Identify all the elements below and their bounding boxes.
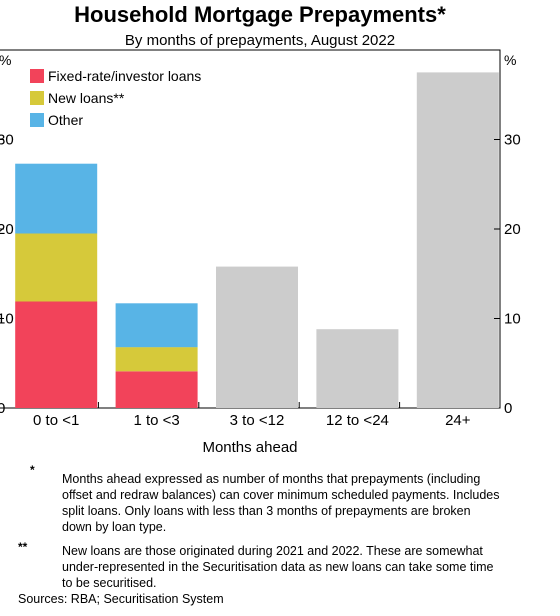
note-marker-2: ** xyxy=(18,540,28,554)
note-marker-1: * xyxy=(30,463,35,477)
bar-1-series-2 xyxy=(15,233,98,302)
y-tick-label-left-10: 10 xyxy=(0,311,14,328)
chart-canvas: Household Mortgage Prepayments* By month… xyxy=(0,2,521,456)
chart-title: Household Mortgage Prepayments* xyxy=(74,2,446,27)
bar-5-series-4 xyxy=(416,72,499,409)
y-tick-label-right-30: 30 xyxy=(504,132,521,149)
bars-layer: 0 to <1 1 to <3 3 to <12 12 to <24 24+ xyxy=(15,72,499,429)
y-axis-unit-right: % xyxy=(504,52,516,68)
y-tick-label-left-20: 20 xyxy=(0,221,14,238)
x-tick-label-5: 24+ xyxy=(445,412,471,429)
bar-3-series-4 xyxy=(216,266,298,408)
y-tick-label-left-30: 30 xyxy=(0,132,14,149)
note-text-1: Months ahead expressed as number of mont… xyxy=(62,472,500,534)
legend-label-1: Fixed-rate/investor loans xyxy=(48,68,201,84)
ticks-layer: 0 0 10 10 20 20 30 30 xyxy=(0,132,521,417)
x-axis-label: Months ahead xyxy=(202,439,297,456)
legend-swatch-2 xyxy=(30,91,44,105)
source-note: Sources: RBA; Securitisation System xyxy=(18,592,224,606)
bar-4-series-4 xyxy=(316,329,399,408)
note-text-2: New loans are those originated during 20… xyxy=(62,544,494,590)
bar-2-series-1 xyxy=(115,371,198,408)
legend-swatch-3 xyxy=(30,113,44,127)
chart-subtitle: By months of prepayments, August 2022 xyxy=(125,32,395,49)
legend: Fixed-rate/investor loans New loans** Othe… xyxy=(30,68,201,128)
bar-2-series-2 xyxy=(115,347,198,372)
bar-1-series-3 xyxy=(15,163,98,234)
x-tick-label-2: 1 to <3 xyxy=(133,412,179,429)
x-tick-label-3: 3 to <12 xyxy=(230,412,285,429)
y-tick-label-right-10: 10 xyxy=(504,311,521,328)
x-tick-label-4: 12 to <24 xyxy=(326,412,389,429)
x-tick-label-1: 0 to <1 xyxy=(33,412,79,429)
y-tick-label-right-20: 20 xyxy=(504,221,521,238)
y-tick-label-right-0: 0 xyxy=(504,400,512,417)
legend-label-2: New loans** xyxy=(48,90,125,106)
bar-1-series-1 xyxy=(15,301,98,408)
legend-swatch-1 xyxy=(30,69,44,83)
bar-2-series-3 xyxy=(115,303,198,348)
y-tick-label-left-0: 0 xyxy=(0,400,5,417)
legend-label-3: Other xyxy=(48,112,83,128)
y-axis-unit-left: % xyxy=(0,52,11,68)
